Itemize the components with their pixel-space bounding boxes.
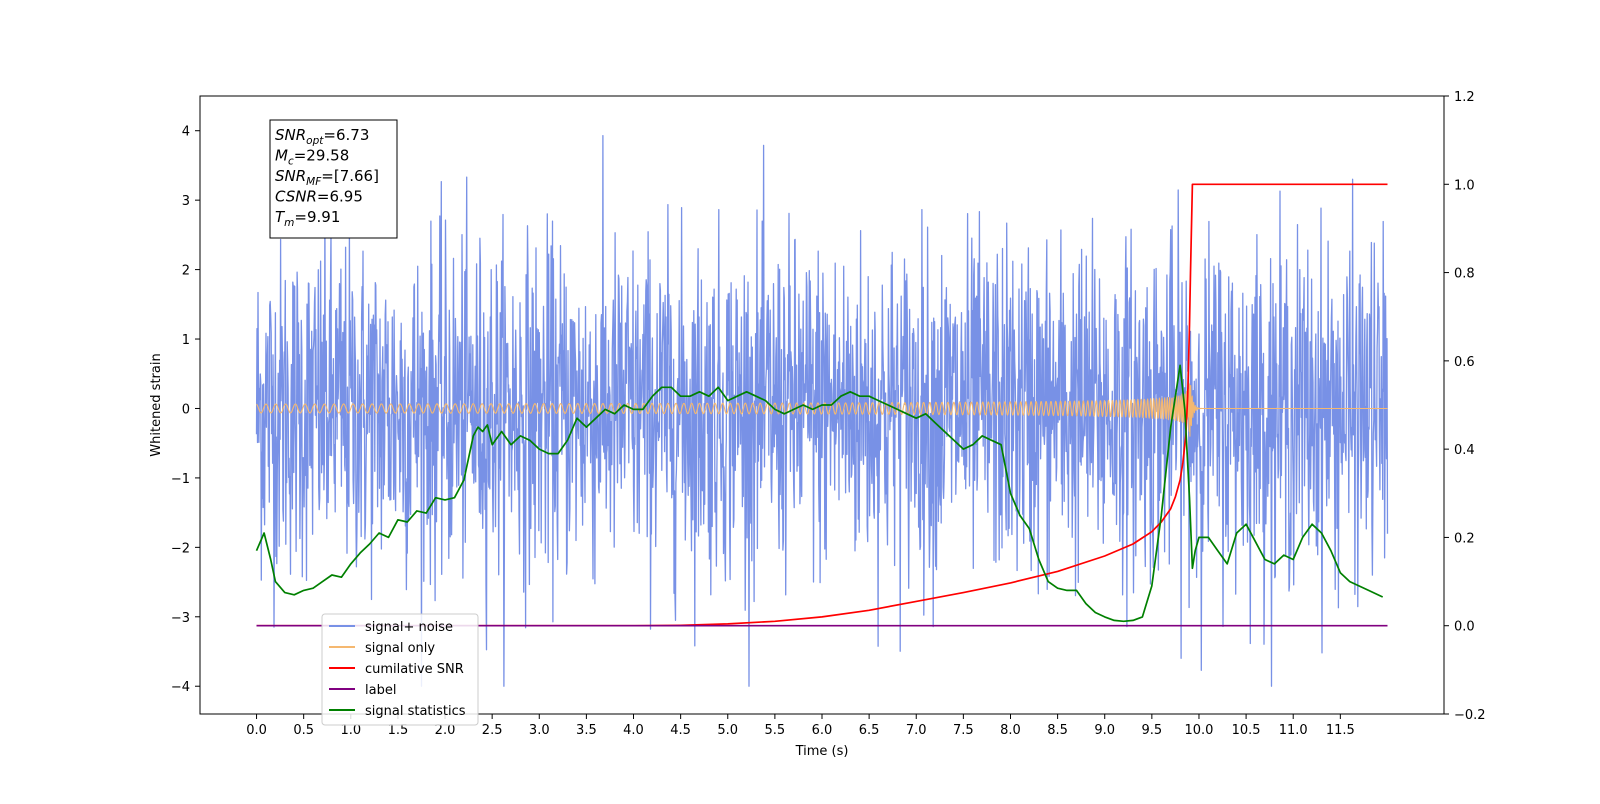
x-tick-label: 10.0 — [1184, 723, 1213, 738]
x-tick-label: 6.5 — [859, 723, 880, 738]
info-symbol: SNR — [275, 126, 306, 144]
legend-label: signal statistics — [365, 704, 466, 719]
info-line: SNRopt=6.73 — [275, 126, 369, 147]
series-line-1 — [256, 383, 1388, 437]
legend-label: cumilative SNR — [365, 662, 464, 677]
y-tick-label: 3 — [182, 194, 190, 209]
y-tick-label: 0 — [182, 402, 190, 417]
info-subscript: m — [284, 217, 294, 229]
x-tick-label: 5.5 — [765, 723, 786, 738]
legend-frame — [321, 613, 479, 726]
y-right-tick-label: 1.2 — [1454, 90, 1475, 105]
x-tick-label: 6.0 — [812, 723, 833, 738]
info-line: CSNR=6.95 — [275, 188, 363, 206]
info-box: SNRopt=6.73Mc=29.58SNRMF=[7.66]CSNR=6.95… — [269, 119, 398, 239]
x-tick-label: 10.5 — [1232, 723, 1261, 738]
y-right-tick-label: 0.6 — [1454, 355, 1475, 370]
x-axis: 0.0 0.5 1.0 1.5 2.0 2.5 3.0 3.5 4.0 4.5 5.0 5.5 6.0 6… — [246, 714, 1355, 738]
x-axis-label: Time (s) — [795, 744, 849, 759]
y-axis-left: 4 3 2 1 0 −1 −2 −3 −4 — [171, 125, 200, 695]
y-tick-label: 1 — [182, 333, 190, 348]
y-axis-right: 1.2 1.0 0.8 0.6 0.4 0.2 0.0 −0.2 — [1444, 90, 1486, 723]
y-tick-label: −1 — [171, 472, 190, 487]
legend-entry: signal only — [329, 641, 435, 656]
info-value: =6.95 — [317, 188, 363, 206]
legend-entry: signal statistics — [329, 704, 466, 719]
x-tick-label: 11.5 — [1326, 723, 1355, 738]
y-tick-label: 2 — [182, 264, 190, 279]
x-tick-label: 4.5 — [670, 723, 691, 738]
x-tick-label: 3.5 — [576, 723, 597, 738]
legend: signal+ noise signal only cumilative SNR la… — [321, 613, 479, 726]
x-tick-label: 0.0 — [246, 723, 267, 738]
x-tick-label: 9.0 — [1094, 723, 1115, 738]
info-symbol: CSNR — [275, 188, 317, 206]
legend-label: label — [365, 683, 396, 698]
y-right-tick-label: 0.4 — [1454, 443, 1475, 458]
x-tick-label: 8.5 — [1047, 723, 1068, 738]
x-tick-label: 2.5 — [482, 723, 503, 738]
y-axis-label: Whitened strain — [149, 353, 164, 456]
legend-label: signal+ noise — [365, 620, 453, 635]
series-line-0 — [255, 134, 1389, 687]
info-subscript: opt — [306, 135, 324, 147]
series-line-4 — [255, 364, 1384, 623]
info-value: =29.58 — [294, 147, 350, 165]
legend-entry: signal+ noise — [329, 620, 453, 635]
info-value: =[7.66] — [321, 167, 379, 185]
legend-label: signal only — [365, 641, 435, 656]
info-symbol: T — [275, 208, 286, 226]
legend-entry: label — [329, 683, 396, 698]
y-tick-label: −3 — [171, 611, 190, 626]
x-tick-label: 7.5 — [953, 723, 974, 738]
legend-entry: cumilative SNR — [329, 662, 464, 677]
x-tick-label: 4.0 — [623, 723, 644, 738]
info-line: Mc=29.58 — [275, 147, 349, 168]
y-right-tick-label: 1.0 — [1454, 178, 1475, 193]
info-box-frame — [269, 119, 398, 239]
x-tick-label: 11.0 — [1279, 723, 1308, 738]
x-tick-label: 0.5 — [293, 723, 314, 738]
info-line: Tm=9.91 — [275, 208, 340, 229]
info-line: SNRMF=[7.66] — [275, 167, 379, 188]
x-tick-label: 2.0 — [435, 723, 456, 738]
x-tick-label: 3.0 — [529, 723, 550, 738]
y-tick-label: 4 — [182, 125, 190, 140]
info-subscript: MF — [306, 176, 322, 188]
info-subscript: c — [288, 156, 294, 168]
x-tick-label: 1.0 — [340, 723, 361, 738]
y-right-tick-label: −0.2 — [1454, 708, 1486, 723]
y-tick-label: −2 — [171, 541, 190, 556]
x-tick-label: 8.0 — [1000, 723, 1021, 738]
info-symbol: SNR — [275, 167, 306, 185]
x-tick-label: 7.0 — [906, 723, 927, 738]
x-tick-label: 1.5 — [388, 723, 409, 738]
y-right-tick-label: 0.0 — [1454, 620, 1475, 635]
info-value: =9.91 — [294, 208, 340, 226]
info-value: =6.73 — [323, 126, 369, 144]
x-tick-label: 5.0 — [717, 723, 738, 738]
info-symbol: M — [275, 147, 288, 165]
y-right-tick-label: 0.2 — [1454, 531, 1475, 546]
x-tick-label: 9.5 — [1142, 723, 1163, 738]
y-right-tick-label: 0.8 — [1454, 267, 1475, 282]
y-tick-label: −4 — [171, 680, 190, 695]
series-line-2 — [256, 183, 1388, 627]
series-layer — [255, 134, 1389, 687]
